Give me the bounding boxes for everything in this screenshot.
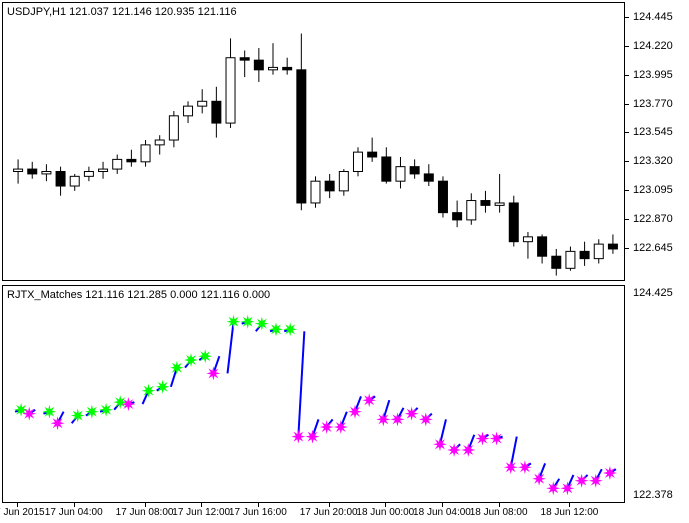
xaxis-label: 17 Jun 2015: [0, 507, 45, 518]
xaxis-label: 18 Jun 04:00: [413, 507, 471, 518]
price-ytick: [625, 104, 629, 105]
price-ytick: [625, 190, 629, 191]
xaxis-tick: [258, 503, 259, 507]
price-ytick: [625, 132, 629, 133]
xaxis-label: 17 Jun 20:00: [300, 507, 358, 518]
price-ytick: [625, 219, 629, 220]
price-yaxis-label: 123.770: [633, 98, 673, 110]
price-ytick: [625, 17, 629, 18]
xaxis-tick: [145, 503, 146, 507]
price-yaxis-label: 123.320: [633, 155, 673, 167]
xaxis-tick: [17, 503, 18, 507]
price-yaxis-label: 122.645: [633, 242, 673, 254]
candlestick-chart: [3, 3, 626, 282]
xaxis-tick: [385, 503, 386, 507]
xaxis-tick: [74, 503, 75, 507]
indicator-yaxis-label: 122.378: [633, 489, 673, 501]
xaxis-label: 18 Jun 00:00: [356, 507, 414, 518]
price-yaxis-label: 124.445: [633, 11, 673, 23]
xaxis-tick: [442, 503, 443, 507]
price-yaxis-label: 122.870: [633, 213, 673, 225]
xaxis-label: 18 Jun 08:00: [470, 507, 528, 518]
xaxis-label: 17 Jun 08:00: [116, 507, 174, 518]
price-ytick: [625, 161, 629, 162]
xaxis-label: 17 Jun 16:00: [229, 507, 287, 518]
price-ytick: [625, 46, 629, 47]
price-yaxis-label: 124.220: [633, 40, 673, 52]
indicator-yaxis-label: 124.425: [633, 287, 673, 299]
xaxis-label: 17 Jun 12:00: [172, 507, 230, 518]
matches-indicator: [3, 286, 626, 504]
price-yaxis-label: 123.995: [633, 69, 673, 81]
price-ytick: [625, 75, 629, 76]
xaxis-label: 18 Jun 12:00: [541, 507, 599, 518]
xaxis-tick: [329, 503, 330, 507]
price-yaxis-label: 123.545: [633, 126, 673, 138]
xaxis-tick: [499, 503, 500, 507]
indicator-panel: RJTX_Matches 121.116 121.285 0.000 121.1…: [2, 285, 625, 503]
price-yaxis-label: 123.095: [633, 184, 673, 196]
xaxis-tick: [201, 503, 202, 507]
price-chart-panel: USDJPY,H1 121.037 121.146 120.935 121.11…: [2, 2, 625, 281]
price-ytick: [625, 248, 629, 249]
xaxis-label: 17 Jun 04:00: [45, 507, 103, 518]
xaxis-tick: [569, 503, 570, 507]
